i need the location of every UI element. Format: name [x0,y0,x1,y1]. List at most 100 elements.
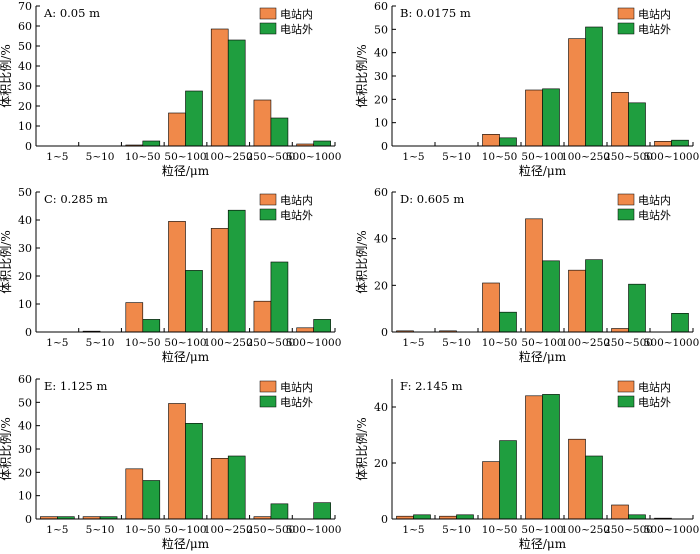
bar-outside-3 [142,140,161,147]
chart-panel-1: 0 10 20 30 40 50 60 70 1~5 5~10 10~50 50~100100~250… [0,0,341,178]
legend-swatch-outside [259,395,277,408]
bar-outside-3 [499,440,517,520]
bar-outside-5 [227,455,246,520]
x-tick-label: 50~100 [521,337,563,349]
x-tick-label: 5~10 [86,151,115,163]
bar-outside-5 [585,259,603,333]
y-tick-label: 50 [18,186,32,199]
legend-label-outside: 电站外 [638,22,671,36]
bar-outside-6 [628,102,646,147]
bar-outside-6 [628,283,646,333]
legend-swatch-inside [617,193,635,206]
chart-panel-6: 0 20 40 1~5 5~10 10~50 50~100100~250250~500500… [355,379,699,551]
bar-outside-4 [185,270,203,333]
x-tick-label: 50~100 [164,151,206,163]
y-axis-label: 体积比例/% [355,44,369,107]
bar-outside-3 [142,319,161,333]
bar-outside-7 [671,313,689,333]
y-axis-label: 体积比例/% [355,230,369,293]
y-tick-label: 50 [374,23,388,36]
panel-label: F: 2.145 m [400,379,463,393]
bar-inside-5 [210,458,229,520]
y-tick-label: 60 [18,373,32,386]
x-tick-label: 500~1000 [644,524,700,536]
legend-label-outside: 电站外 [280,22,313,36]
bar-outside-4 [542,88,560,147]
panel-label: D: 0.605 m [400,192,464,206]
x-axis-label: 粒径/μm [162,163,210,178]
chart-panel-2: 0 10 20 30 40 50 60 1~5 5~10 10~50 50~100100~25025… [355,0,699,178]
bar-outside-5 [585,26,603,147]
legend-swatch-outside [617,22,635,35]
x-tick-label: 500~1000 [644,337,700,349]
y-tick-label: 0 [25,140,32,153]
x-tick-label: 500~1000 [644,151,700,163]
bar-inside-4 [525,218,543,333]
bar-outside-4 [185,90,203,147]
y-tick-label: 40 [374,233,388,246]
bar-inside-4 [525,89,543,147]
bar-outside-7 [671,139,689,147]
bar-outside-4 [542,394,560,520]
y-tick-label: 60 [374,186,388,199]
x-tick-label: 50~100 [521,151,563,163]
legend-swatch-inside [259,193,277,206]
bar-inside-6 [253,300,272,333]
bar-inside-3 [482,134,500,147]
x-tick-label: 1~5 [46,524,68,536]
legend-label-inside: 电站内 [280,7,313,21]
bar-inside-7 [654,141,672,147]
x-tick-label: 10~50 [482,337,518,349]
x-tick-label: 5~10 [442,337,471,349]
y-tick-label: 0 [381,140,388,153]
x-tick-label: 100~250 [204,337,253,349]
x-tick-label: 250~500 [246,337,295,349]
bar-inside-6 [611,92,629,147]
chart-panel-5: 0 10 20 30 40 50 60 1~5 5~10 10~50 50~100100~25025… [0,373,341,551]
chart-panel-4: 0 20 40 60 1~5 5~10 10~50 50~100100~250250~5005… [355,186,699,364]
bar-inside-6 [611,504,629,520]
legend-label-outside: 电站外 [638,395,671,409]
bar-outside-5 [585,455,603,520]
bar-inside-4 [168,221,186,333]
y-tick-label: 30 [374,70,388,83]
x-tick-label: 5~10 [442,524,471,536]
chart-panel-3: 0 10 20 30 40 50 1~5 5~10 10~50 50~100100~250250~… [0,186,341,364]
y-tick-label: 40 [374,401,388,414]
y-axis-label: 体积比例/% [0,417,13,480]
x-axis-label: 粒径/μm [162,349,210,364]
bar-inside-3 [125,468,144,520]
y-axis-label: 体积比例/% [0,230,13,293]
x-tick-label: 5~10 [86,524,115,536]
y-tick-label: 40 [18,214,32,227]
x-tick-label: 10~50 [125,151,161,163]
bar-outside-6 [270,503,289,520]
x-tick-label: 100~250 [561,337,610,349]
bar-inside-3 [125,302,144,333]
y-tick-label: 10 [18,298,32,311]
legend-label-inside: 电站内 [280,193,313,207]
bar-outside-4 [185,423,203,520]
legend-label-inside: 电站内 [638,380,671,394]
legend-swatch-inside [617,380,635,393]
bar-outside-5 [227,209,246,333]
y-tick-label: 40 [18,420,32,433]
x-tick-label: 100~250 [561,524,610,536]
y-axis-label: 体积比例/% [355,417,369,480]
bar-outside-7 [313,140,331,147]
legend-swatch-outside [617,395,635,408]
x-tick-label: 50~100 [521,524,563,536]
x-tick-label: 10~50 [482,524,518,536]
x-tick-label: 250~500 [246,151,295,163]
y-tick-label: 70 [18,0,32,13]
bar-outside-3 [142,480,161,520]
x-tick-label: 50~100 [164,524,206,536]
bar-outside-2 [456,514,474,520]
bar-outside-6 [270,117,289,147]
bar-outside-6 [270,261,289,333]
bar-outside-5 [227,39,246,147]
y-tick-label: 30 [18,242,32,255]
x-tick-label: 100~250 [204,151,253,163]
y-tick-label: 50 [18,396,32,409]
bar-inside-5 [568,438,586,520]
